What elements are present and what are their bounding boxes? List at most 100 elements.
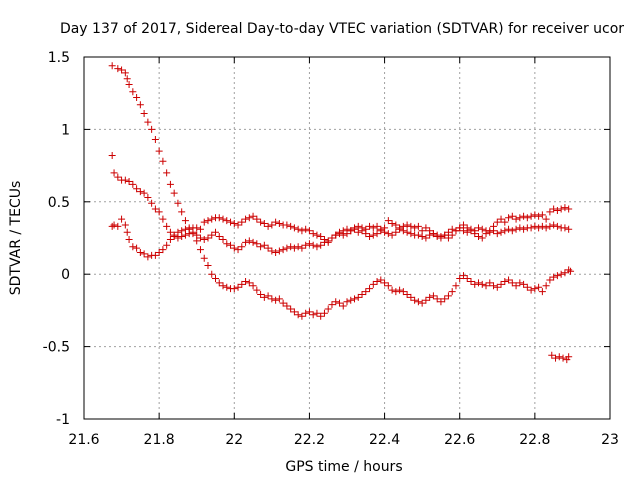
data-point	[347, 296, 355, 304]
data-point	[133, 94, 141, 102]
data-point	[561, 224, 569, 232]
data-point	[118, 215, 126, 223]
data-point	[505, 214, 513, 222]
data-point	[388, 231, 396, 239]
data-point	[298, 227, 306, 235]
data-point	[272, 218, 280, 226]
data-point	[155, 208, 163, 216]
data-point	[200, 235, 208, 243]
data-point	[287, 243, 295, 251]
data-point	[140, 189, 148, 197]
x-tick-label: 21.8	[144, 432, 175, 448]
data-point	[552, 354, 560, 362]
data-point	[538, 222, 546, 230]
data-point	[328, 301, 336, 309]
y-tick-label: 1	[61, 122, 70, 138]
data-point	[264, 222, 272, 230]
data-point	[215, 279, 223, 287]
data-point	[332, 231, 340, 239]
data-point	[268, 221, 276, 229]
data-point	[542, 282, 550, 290]
data-point	[497, 228, 505, 236]
data-point	[332, 298, 340, 306]
data-point	[123, 75, 131, 83]
data-point	[478, 234, 486, 242]
data-point	[561, 269, 569, 277]
data-point	[429, 292, 437, 300]
data-point	[422, 296, 430, 304]
data-point	[208, 215, 216, 223]
data-point	[381, 279, 389, 287]
data-point	[426, 293, 434, 301]
data-point	[283, 221, 291, 229]
data-point	[396, 286, 404, 294]
data-point	[369, 231, 377, 239]
data-point	[505, 225, 513, 233]
series-series-3	[108, 204, 573, 261]
data-point	[166, 180, 174, 188]
data-point	[144, 193, 152, 201]
data-point	[381, 224, 389, 232]
data-point	[384, 217, 392, 225]
data-point	[305, 240, 313, 248]
data-point	[159, 157, 167, 165]
data-point	[151, 251, 159, 259]
data-point	[133, 244, 141, 252]
data-point	[249, 238, 257, 246]
data-point	[546, 208, 554, 216]
data-point	[437, 233, 445, 241]
data-point	[527, 212, 535, 220]
data-point	[290, 308, 298, 316]
data-point	[403, 221, 411, 229]
data-point	[290, 244, 298, 252]
data-point	[369, 224, 377, 232]
data-point	[193, 224, 201, 232]
data-point	[208, 231, 216, 239]
data-point	[467, 277, 475, 285]
data-point	[257, 243, 265, 251]
data-point	[317, 233, 325, 241]
data-point	[234, 283, 242, 291]
data-point	[527, 286, 535, 294]
data-point	[125, 178, 133, 186]
data-point	[260, 220, 268, 228]
data-point	[238, 280, 246, 288]
data-point	[114, 173, 122, 181]
data-point	[369, 280, 377, 288]
data-point	[347, 227, 355, 235]
data-point	[302, 309, 310, 317]
data-point	[121, 69, 129, 77]
data-point	[358, 224, 366, 232]
data-point	[238, 243, 246, 251]
data-point	[159, 215, 167, 223]
data-point	[328, 234, 336, 242]
data-point	[125, 235, 133, 243]
data-point	[565, 353, 573, 361]
data-point	[407, 222, 415, 230]
data-point	[230, 220, 238, 228]
data-point	[561, 204, 569, 212]
data-point	[148, 125, 156, 133]
data-point	[253, 240, 261, 248]
data-point	[204, 262, 212, 270]
data-point	[422, 224, 430, 232]
data-point	[508, 279, 516, 287]
x-tick-label: 21.6	[68, 432, 99, 448]
data-point	[125, 81, 133, 89]
data-point	[418, 299, 426, 307]
data-point	[546, 276, 554, 284]
data-point	[414, 298, 422, 306]
data-point	[223, 240, 231, 248]
data-point	[163, 169, 171, 177]
data-point	[523, 283, 531, 291]
y-tick-label: -1	[56, 412, 70, 428]
data-point	[366, 285, 374, 293]
data-point	[144, 118, 152, 126]
data-point	[403, 228, 411, 236]
data-point	[392, 288, 400, 296]
data-point	[324, 305, 332, 313]
data-point	[317, 312, 325, 320]
data-point	[320, 309, 328, 317]
x-tick-label: 22.8	[519, 432, 550, 448]
data-point	[553, 206, 561, 214]
